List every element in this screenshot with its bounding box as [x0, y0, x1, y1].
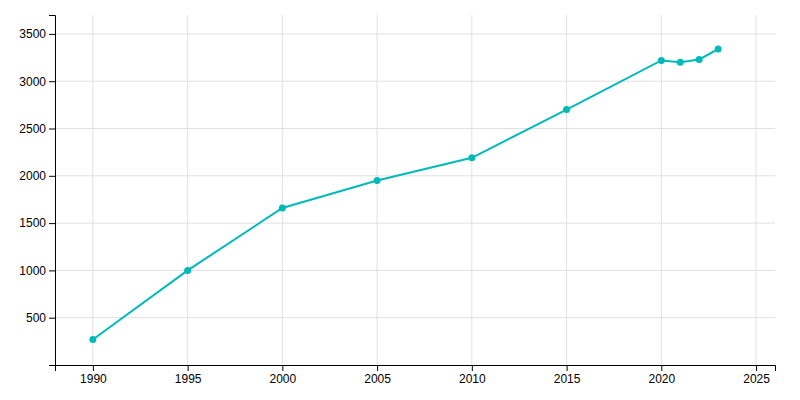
- tick: 3500: [19, 27, 55, 41]
- tick-label: 1500: [19, 216, 46, 230]
- tick: 1500: [19, 216, 55, 230]
- grid-line-x: [282, 15, 283, 365]
- tick-mark: [49, 81, 55, 82]
- grid: [55, 15, 775, 365]
- axis-line: [56, 366, 776, 372]
- point: [184, 267, 191, 274]
- tick-label: 2005: [364, 372, 391, 386]
- axis-line: [49, 16, 56, 366]
- plot-area: 1990 1995 2000 2005 2010 2015 2020 2025 500 1000 1…: [19, 15, 775, 386]
- tick: 2010: [459, 365, 486, 386]
- tick-mark: [49, 223, 55, 224]
- point: [563, 106, 570, 113]
- tick-label: 2500: [19, 122, 46, 136]
- tick: 1000: [19, 264, 55, 278]
- tick: 2015: [554, 365, 581, 386]
- grid-line-x: [566, 15, 567, 365]
- grid-line-x: [756, 15, 757, 365]
- point: [374, 177, 381, 184]
- grid-line-x: [187, 15, 188, 365]
- point: [715, 46, 722, 53]
- tick-mark: [93, 365, 94, 371]
- tick-mark: [49, 270, 55, 271]
- grid-line-y: [55, 317, 775, 318]
- tick-mark: [188, 365, 189, 371]
- tick-mark: [567, 365, 568, 371]
- tick: 2500: [19, 122, 55, 136]
- tick-mark: [49, 176, 55, 177]
- tick-label: 1990: [80, 372, 107, 386]
- grid-line-y: [55, 175, 775, 176]
- point: [677, 59, 684, 66]
- tick-label: 3000: [19, 75, 46, 89]
- grid-line-y: [55, 33, 775, 34]
- tick-label: 1000: [19, 264, 46, 278]
- tick-mark: [377, 365, 378, 371]
- tick-label: 2010: [459, 372, 486, 386]
- tick-label: 2015: [554, 372, 581, 386]
- point: [468, 154, 475, 161]
- grid-line-y: [55, 270, 775, 271]
- tick-mark: [472, 365, 473, 371]
- grid-line-y: [55, 81, 775, 82]
- series: [89, 46, 721, 343]
- tick: 2005: [364, 365, 391, 386]
- point: [89, 336, 96, 343]
- grid-line-x: [92, 15, 93, 365]
- tick: 2020: [648, 365, 675, 386]
- grid-line-x: [661, 15, 662, 365]
- tick: 3000: [19, 75, 55, 89]
- tick-mark: [756, 365, 757, 371]
- tick-mark: [49, 34, 55, 35]
- tick-label: 2020: [648, 372, 675, 386]
- grid-line-y: [55, 128, 775, 129]
- y-axis: 500 1000 1500 2000 2500 3000 3500: [19, 16, 55, 366]
- tick: 2000: [19, 169, 55, 183]
- tick-mark: [49, 129, 55, 130]
- grid-line-x: [377, 15, 378, 365]
- x-axis: 1990 1995 2000 2005 2010 2015 2020 2025: [56, 365, 776, 386]
- tick: 2025: [743, 365, 770, 386]
- point: [279, 204, 286, 211]
- tick: 1990: [80, 365, 107, 386]
- tick-label: 1995: [175, 372, 202, 386]
- tick-label: 3500: [19, 27, 46, 41]
- grid-line-y: [55, 223, 775, 224]
- line: [93, 49, 718, 339]
- point: [696, 56, 703, 63]
- tick-label: 2025: [743, 372, 770, 386]
- tick-label: 500: [26, 311, 46, 325]
- tick: 2000: [270, 365, 297, 386]
- tick-label: 2000: [270, 372, 297, 386]
- grid-line-x: [471, 15, 472, 365]
- tick-mark: [661, 365, 662, 371]
- tick: 1995: [175, 365, 202, 386]
- chart: 1990 1995 2000 2005 2010 2015 2020 2025 500 1000 1…: [0, 0, 800, 400]
- tick-mark: [282, 365, 283, 371]
- tick: 500: [26, 311, 55, 325]
- tick-label: 2000: [19, 169, 46, 183]
- point: [658, 57, 665, 64]
- tick-mark: [49, 318, 55, 319]
